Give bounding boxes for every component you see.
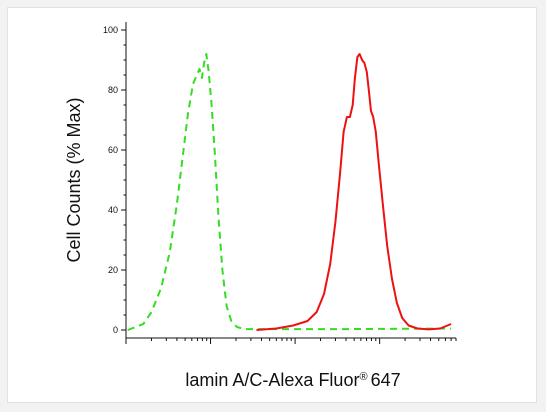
y-tick-label: 40 (108, 205, 118, 215)
series-line-2 (256, 53, 452, 331)
y-tick-label: 100 (103, 25, 118, 35)
series-line-1 (127, 53, 452, 331)
y-ticks: 0 20 40 60 80 100 (103, 25, 126, 335)
y-axis-label: Cell Counts (% Max) (64, 97, 84, 262)
y-tick-label: 80 (108, 85, 118, 95)
y-tick-label: 20 (108, 265, 118, 275)
x-axis-label-suffix: 647 (371, 370, 401, 390)
x-ticks (125, 338, 457, 344)
y-tick-label: 0 (113, 325, 118, 335)
y-tick-label: 60 (108, 145, 118, 155)
axes (125, 22, 456, 339)
histogram-chart: 0 20 40 60 80 100 Cell Counts (% Max) lamin A… (64, 22, 457, 390)
x-axis-label: lamin A/C-Alexa Fluor® 647 (185, 370, 400, 390)
registered-mark: ® (359, 371, 367, 383)
chart-frame: 0 20 40 60 80 100 Cell Counts (% Max) lamin A… (7, 7, 537, 403)
series-lines (127, 53, 452, 331)
x-axis-label-main: lamin A/C-Alexa Fluor (185, 370, 359, 390)
